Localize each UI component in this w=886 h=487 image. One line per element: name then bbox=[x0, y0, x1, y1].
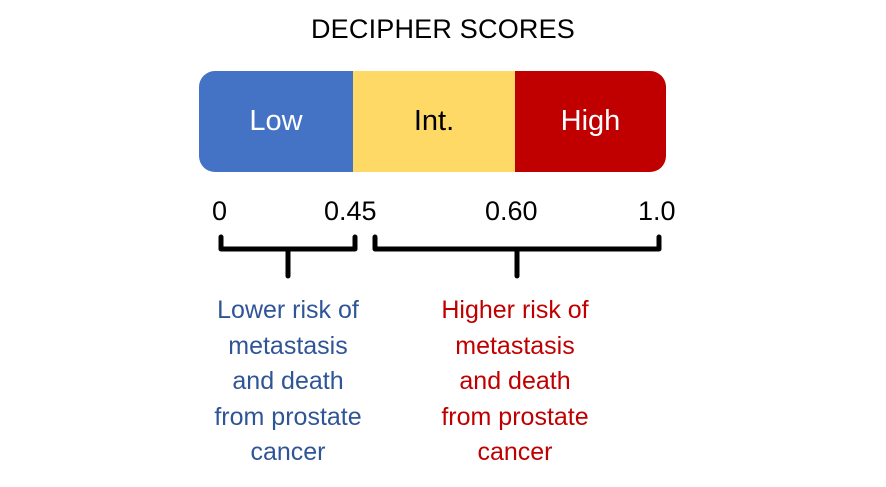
tick-label-045: 0.45 bbox=[324, 196, 377, 226]
score-scale-bar: Low Int. High bbox=[199, 71, 666, 172]
segment-intermediate-label: Int. bbox=[413, 105, 455, 137]
segment-high: High bbox=[515, 71, 666, 172]
tick-label-10: 1.0 bbox=[638, 196, 676, 226]
diagram-title: DECIPHER SCORES bbox=[310, 14, 576, 44]
higher-risk-bracket bbox=[372, 234, 662, 279]
higher-risk-note: Higher risk of metastasis and death from… bbox=[441, 296, 589, 466]
lower-risk-note: Lower risk of metastasis and death from … bbox=[214, 296, 362, 466]
segment-high-label: High bbox=[560, 105, 621, 137]
segment-low: Low bbox=[199, 71, 353, 172]
tick-label-0: 0 bbox=[212, 196, 228, 226]
segment-intermediate: Int. bbox=[353, 71, 515, 172]
segment-low-label: Low bbox=[249, 105, 303, 137]
lower-risk-bracket bbox=[218, 234, 358, 279]
tick-label-060: 0.60 bbox=[485, 196, 538, 226]
